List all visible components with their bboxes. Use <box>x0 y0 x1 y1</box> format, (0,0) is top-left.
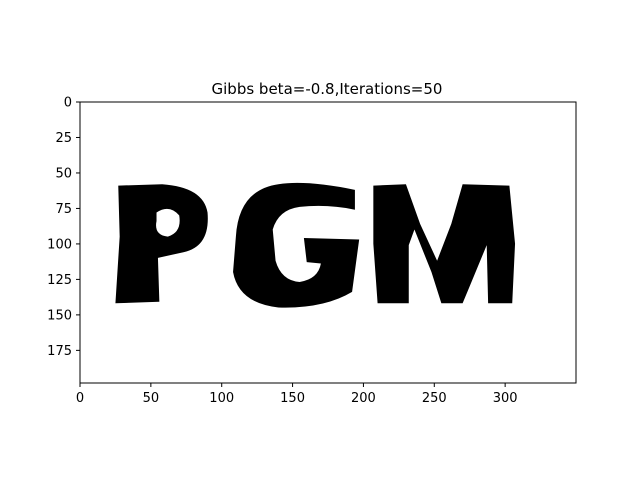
y-tick-label: 175 <box>47 344 72 359</box>
y-tick-label: 75 <box>55 202 72 217</box>
y-tick-label: 150 <box>47 308 72 323</box>
y-tick-label: 125 <box>47 273 72 288</box>
x-tick-label: 100 <box>209 391 234 406</box>
plot-frame <box>79 101 577 384</box>
y-tick-label: 25 <box>55 131 72 146</box>
x-tick-label: 300 <box>493 391 518 406</box>
letter-g <box>233 182 360 308</box>
y-axis: 0 25 50 75 100 125 150 175 <box>47 96 80 359</box>
x-tick-label: 200 <box>351 391 376 406</box>
x-axis: 0 50 100 150 200 250 300 <box>76 383 518 406</box>
letter-p <box>115 184 208 304</box>
y-tick-label: 100 <box>47 237 72 252</box>
x-tick-label: 150 <box>280 391 305 406</box>
letter-m <box>373 184 516 304</box>
x-tick-label: 50 <box>143 391 160 406</box>
x-tick-label: 0 <box>76 391 84 406</box>
y-tick-label: 50 <box>55 166 72 181</box>
chart-title: Gibbs beta=-0.8,Iterations=50 <box>212 80 443 98</box>
y-tick-label: 0 <box>64 96 72 111</box>
image-content <box>115 182 516 308</box>
x-tick-label: 250 <box>422 391 447 406</box>
